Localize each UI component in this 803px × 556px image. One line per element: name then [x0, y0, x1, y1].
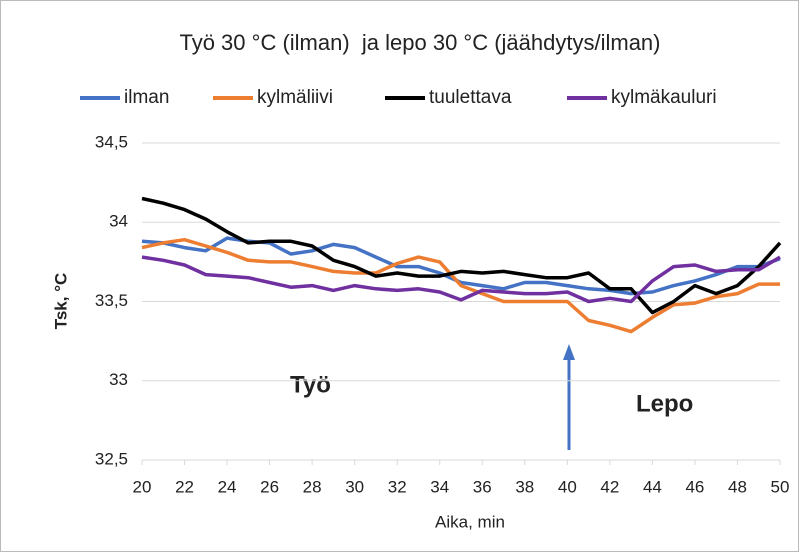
x-tick-label: 20 — [133, 477, 152, 496]
x-tick-label: 46 — [685, 477, 704, 496]
x-tick-label: 34 — [430, 477, 449, 496]
x-tick-label: 44 — [643, 477, 662, 496]
x-tick-label: 22 — [175, 477, 194, 496]
series-line — [141, 237, 780, 334]
chart-title: Työ 30 °C (ilman) ja lepo 30 °C (jäähdyt… — [179, 30, 660, 55]
x-tick-label: 48 — [728, 477, 747, 496]
y-tick-label: 32,5 — [95, 449, 128, 468]
legend-label: kylmäliivi — [257, 87, 333, 108]
series-line — [141, 196, 782, 315]
legend: ilman kylmäliivi tuulettava kylmäkauluri — [80, 87, 717, 108]
annotation: Työ — [290, 371, 331, 398]
y-tick-label: 33,5 — [95, 291, 128, 310]
annotation: Lepo — [636, 390, 693, 417]
y-axis-title: Tsk, °C — [51, 273, 70, 330]
x-tick-label: 50 — [771, 477, 790, 496]
arrow-head — [563, 344, 575, 360]
y-tick-label: 34,5 — [95, 132, 128, 151]
x-tick-label: 42 — [600, 477, 619, 496]
x-tick-label: 26 — [260, 477, 279, 496]
x-tick-label: 28 — [303, 477, 322, 496]
y-tick-label: 34 — [109, 212, 128, 231]
x-tick-label: 36 — [473, 477, 492, 496]
y-tick-label: 33 — [109, 370, 128, 389]
x-tick-label: 32 — [388, 477, 407, 496]
series-line — [141, 255, 781, 304]
x-axis-title: Aika, min — [435, 512, 505, 531]
legend-label: tuulettava — [429, 87, 512, 108]
legend-label: ilman — [124, 87, 169, 108]
x-tick-label: 30 — [345, 477, 364, 496]
x-tick-label: 38 — [515, 477, 534, 496]
x-tick-label: 40 — [558, 477, 577, 496]
x-tick-label: 24 — [218, 477, 237, 496]
legend-label: kylmäkauluri — [611, 87, 717, 108]
